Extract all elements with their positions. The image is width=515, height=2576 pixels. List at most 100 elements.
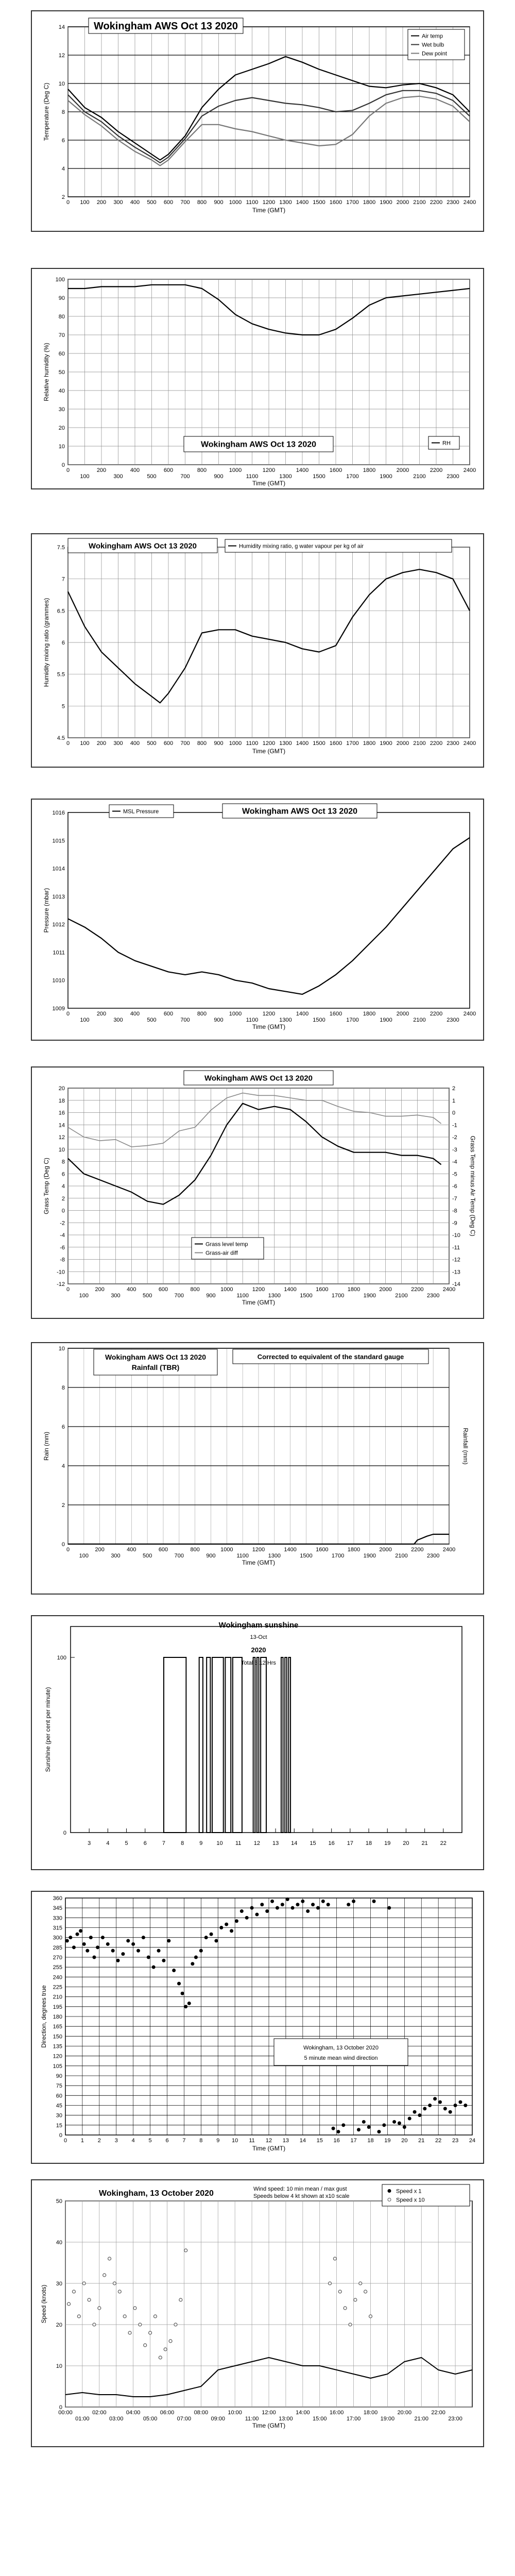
direction-point xyxy=(367,2125,371,2129)
x-tick-label: 700 xyxy=(180,1017,190,1023)
y2-tick-label: -9 xyxy=(452,1220,457,1226)
direction-point xyxy=(126,1939,130,1943)
x-tick-label: 21 xyxy=(421,1840,427,1846)
x-tick-label: 09:00 xyxy=(211,2416,225,2422)
series-line-grass-air-diff xyxy=(67,1092,442,1147)
x-tick-label: 02:00 xyxy=(92,2410,107,2416)
y-tick-label: 300 xyxy=(53,1935,62,1941)
series-line-speed-x1 xyxy=(65,2357,473,2397)
temperature-chart: 0 100 200 300 400 500 600 700 800 900 1000 1100 1200… xyxy=(43,18,476,214)
speed-x10-point xyxy=(158,2355,162,2360)
y-tick-label: 8 xyxy=(62,1159,65,1165)
x-tick-label: 500 xyxy=(147,199,156,206)
direction-point xyxy=(191,1962,195,1966)
y-tick-label: 10 xyxy=(59,1346,65,1352)
x-tick-label: 2400 xyxy=(464,467,476,473)
y2-axis-label: Rainfall (mm) xyxy=(462,1428,469,1464)
sunshine-bar xyxy=(280,1657,284,1833)
legend-box xyxy=(382,2184,470,2207)
y-axis-label: Pressure (mbar) xyxy=(43,888,50,933)
legend-box xyxy=(225,539,452,553)
x-tick-label: 500 xyxy=(147,473,156,480)
pressure-chart: 0 100 200 300 400 500 600 700 800 900 1000 1100 1200… xyxy=(43,803,476,1030)
y2-tick-label: -5 xyxy=(452,1171,457,1177)
y2-tick-label: -12 xyxy=(452,1257,460,1263)
direction-point xyxy=(79,1929,83,1933)
x-tick-label: 06:00 xyxy=(160,2410,175,2416)
speed-x10-point xyxy=(163,2347,167,2351)
x-tick-label: 700 xyxy=(180,740,190,747)
speed-x10-point xyxy=(123,2314,127,2318)
direction-point xyxy=(275,1906,279,1910)
y-tick-label: 45 xyxy=(56,2103,62,2109)
y-tick-label: -10 xyxy=(57,1269,65,1275)
x-tick-label: 1800 xyxy=(363,467,375,473)
x-tick-label: 19:00 xyxy=(381,2416,395,2422)
x-tick-label: 2300 xyxy=(447,199,459,206)
x-tick-label: 15:00 xyxy=(313,2416,327,2422)
chart-title: Wokingham AWS Oct 13 2020 xyxy=(105,1353,206,1361)
sunshine-bar xyxy=(260,1657,267,1833)
y-tick-label: 8 xyxy=(62,1385,65,1391)
direction-point xyxy=(464,2104,468,2107)
rainfall-chart-panel: 0 100 200 300 400 500 600 700 800 900 1000 1100 1200… xyxy=(31,1342,484,1595)
legend-label: Wet bulb xyxy=(422,42,444,48)
x-tick-label: 1700 xyxy=(346,740,358,747)
y2-tick-label: -14 xyxy=(452,1281,460,1287)
x-tick-label: 1600 xyxy=(316,1547,328,1553)
direction-point xyxy=(214,1939,218,1943)
direction-point xyxy=(397,2121,401,2125)
direction-point xyxy=(296,1903,300,1907)
y-tick-label: 6.5 xyxy=(57,608,65,614)
speed-x10-point xyxy=(174,2323,178,2327)
x-tick-label: 1700 xyxy=(346,1017,358,1023)
x-tick-label: 1100 xyxy=(236,1293,249,1299)
speed-x10-point xyxy=(87,2298,91,2302)
speed-x10-point xyxy=(368,2314,373,2318)
x-tick-label: 500 xyxy=(143,1293,152,1299)
x-tick-label: 900 xyxy=(214,473,223,480)
y-tick-label: 30 xyxy=(56,2113,62,2119)
y-tick-label: -4 xyxy=(60,1232,65,1239)
direction-point xyxy=(392,2120,397,2124)
x-axis-label: Time (GMT) xyxy=(252,1023,285,1030)
x-tick-label: 2100 xyxy=(413,1017,425,1023)
x-tick-label: 1500 xyxy=(300,1553,312,1559)
legend-box xyxy=(407,29,465,60)
direction-point xyxy=(187,2001,191,2005)
x-axis-label: Time (GMT) xyxy=(252,207,285,214)
direction-point xyxy=(225,1922,229,1926)
y-tick-label: 4 xyxy=(62,1183,65,1190)
legend-box xyxy=(191,1237,264,1260)
x-tick-label: 1200 xyxy=(252,1547,265,1553)
x-tick-label: 14:00 xyxy=(296,2410,310,2416)
x-tick-label: 800 xyxy=(197,740,207,747)
x-tick-label: 2100 xyxy=(395,1293,407,1299)
y-tick-label: 315 xyxy=(53,1925,62,1931)
direction-point xyxy=(316,1906,320,1910)
x-tick-label: 22 xyxy=(440,1840,447,1846)
sunshine-chart-panel: 3 4 5 6 7 8 9 10 11 12 13 14 15 16 17 18 19 20 21 22 0 100 Sun… xyxy=(31,1615,484,1870)
y-tick-label: 360 xyxy=(53,1895,62,1902)
y-tick-label: 7 xyxy=(62,577,65,583)
wind-direction-chart-panel: 0 1 2 3 4 5 6 7 8 9 10 11 12 13 14 15 16 17 18 19 20 21 22 23 24… xyxy=(31,1891,484,2164)
x-tick-label: 200 xyxy=(97,1011,106,1017)
x-tick-label: 100 xyxy=(80,1017,89,1023)
direction-point xyxy=(141,1936,145,1940)
legend-label: Grass-air diff xyxy=(205,1250,238,1257)
x-tick-label: 22:00 xyxy=(431,2410,445,2416)
x-tick-label: 1600 xyxy=(330,199,342,206)
x-tick-label: 2000 xyxy=(397,740,409,747)
x-tick-label: 01:00 xyxy=(75,2416,90,2422)
title-box xyxy=(273,2038,408,2066)
x-tick-label: 1700 xyxy=(346,199,358,206)
x-tick-label: 2000 xyxy=(397,467,409,473)
rainfall-chart: 0100200300400500600700800900100011001200… xyxy=(43,1346,469,1566)
y2-tick-label: -7 xyxy=(452,1196,457,1202)
x-tick-label: 400 xyxy=(130,740,140,747)
chart-title: Wokingham sunshine xyxy=(219,1621,299,1630)
direction-point xyxy=(285,1897,289,1902)
x-tick-label: 1400 xyxy=(296,467,308,473)
sunshine-bar xyxy=(232,1657,243,1833)
y-tick-label: 4.5 xyxy=(57,735,65,741)
